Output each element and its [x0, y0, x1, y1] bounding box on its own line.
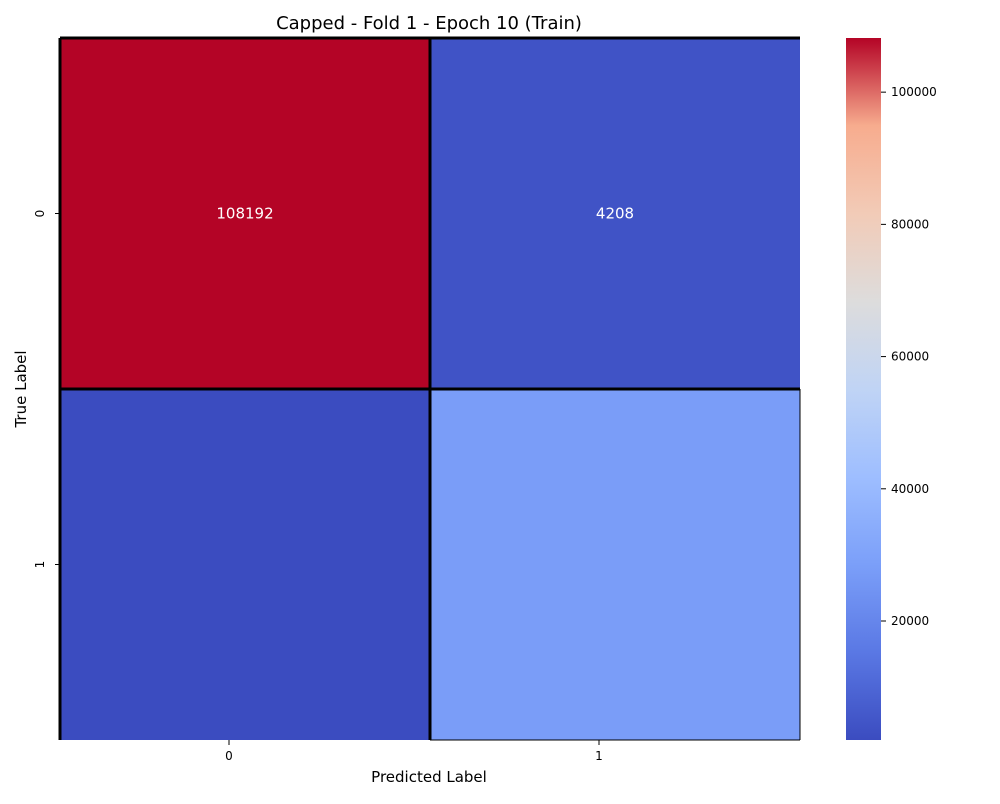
- heatmap-cells: [60, 38, 800, 740]
- x-tick-label-1: 1: [595, 749, 603, 763]
- y-tick-label-1: 1: [33, 561, 47, 569]
- heatmap-cell-0-0: [60, 38, 430, 389]
- colorbar: [846, 38, 881, 740]
- y-axis-ticks: 01: [33, 210, 60, 569]
- y-axis-label: True Label: [12, 350, 30, 428]
- colorbar-tick-label-4: 100000: [891, 85, 937, 99]
- heatmap-cell-0-1: [430, 38, 800, 389]
- colorbar-tick-label-0: 20000: [891, 614, 929, 628]
- y-tick-label-0: 0: [33, 210, 47, 218]
- cell-borders: [58, 36, 801, 741]
- cell-value-labels: 108192 4208: [216, 205, 634, 223]
- colorbar-tick-label-3: 80000: [891, 217, 929, 231]
- colorbar-tick-label-2: 60000: [891, 350, 929, 364]
- colorbar-tick-label-1: 40000: [891, 482, 929, 496]
- chart-title: Capped - Fold 1 - Epoch 10 (Train): [276, 13, 582, 34]
- heatmap-cell-1-0: [60, 389, 430, 740]
- x-axis-label: Predicted Label: [371, 768, 487, 786]
- cell-label-0-1: 4208: [596, 205, 634, 223]
- heatmap-cell-1-1: [430, 389, 800, 740]
- cell-label-0-0: 108192: [216, 205, 273, 223]
- x-tick-label-0: 0: [225, 749, 233, 763]
- colorbar-ticks: 20000 40000 60000 80000 100000: [881, 85, 937, 628]
